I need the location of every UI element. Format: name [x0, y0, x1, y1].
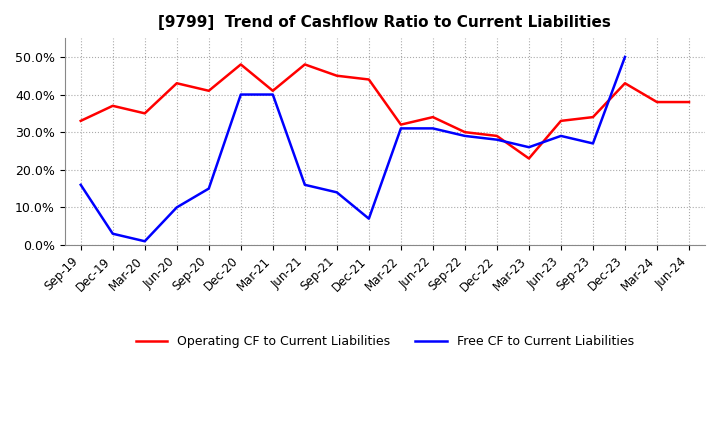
- Free CF to Current Liabilities: [428, 126, 437, 131]
- Operating CF to Current Liabilities: [204, 88, 213, 93]
- Operating CF to Current Liabilities: [236, 62, 245, 67]
- Free CF to Current Liabilities: [525, 145, 534, 150]
- Operating CF to Current Liabilities: [621, 81, 629, 86]
- Free CF to Current Liabilities: [397, 126, 405, 131]
- Operating CF to Current Liabilities: [364, 77, 373, 82]
- Operating CF to Current Liabilities: [557, 118, 565, 124]
- Free CF to Current Liabilities: [173, 205, 181, 210]
- Free CF to Current Liabilities: [621, 54, 629, 59]
- Free CF to Current Liabilities: [236, 92, 245, 97]
- Operating CF to Current Liabilities: [300, 62, 309, 67]
- Line: Free CF to Current Liabilities: Free CF to Current Liabilities: [81, 57, 625, 241]
- Free CF to Current Liabilities: [109, 231, 117, 236]
- Operating CF to Current Liabilities: [525, 156, 534, 161]
- Free CF to Current Liabilities: [364, 216, 373, 221]
- Operating CF to Current Liabilities: [269, 88, 277, 93]
- Operating CF to Current Liabilities: [76, 118, 85, 124]
- Operating CF to Current Liabilities: [652, 99, 661, 105]
- Operating CF to Current Liabilities: [685, 99, 693, 105]
- Operating CF to Current Liabilities: [589, 114, 598, 120]
- Free CF to Current Liabilities: [76, 182, 85, 187]
- Operating CF to Current Liabilities: [173, 81, 181, 86]
- Operating CF to Current Liabilities: [428, 114, 437, 120]
- Free CF to Current Liabilities: [300, 182, 309, 187]
- Free CF to Current Liabilities: [269, 92, 277, 97]
- Line: Operating CF to Current Liabilities: Operating CF to Current Liabilities: [81, 64, 689, 158]
- Free CF to Current Liabilities: [140, 238, 149, 244]
- Operating CF to Current Liabilities: [109, 103, 117, 109]
- Operating CF to Current Liabilities: [492, 133, 501, 139]
- Free CF to Current Liabilities: [589, 141, 598, 146]
- Operating CF to Current Liabilities: [140, 111, 149, 116]
- Operating CF to Current Liabilities: [397, 122, 405, 127]
- Free CF to Current Liabilities: [333, 190, 341, 195]
- Title: [9799]  Trend of Cashflow Ratio to Current Liabilities: [9799] Trend of Cashflow Ratio to Curren…: [158, 15, 611, 30]
- Operating CF to Current Liabilities: [461, 129, 469, 135]
- Operating CF to Current Liabilities: [333, 73, 341, 78]
- Free CF to Current Liabilities: [557, 133, 565, 139]
- Free CF to Current Liabilities: [204, 186, 213, 191]
- Free CF to Current Liabilities: [492, 137, 501, 142]
- Free CF to Current Liabilities: [461, 133, 469, 139]
- Legend: Operating CF to Current Liabilities, Free CF to Current Liabilities: Operating CF to Current Liabilities, Fre…: [131, 330, 639, 353]
